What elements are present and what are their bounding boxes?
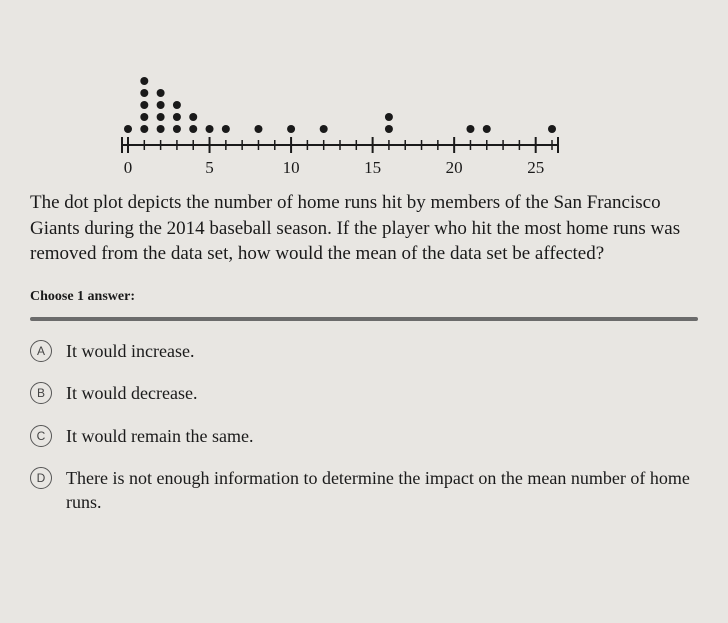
svg-text:0: 0: [124, 158, 133, 177]
divider: [30, 317, 698, 321]
choice-letter-a: A: [30, 340, 52, 362]
svg-text:25: 25: [527, 158, 544, 177]
dot-plot: 0 5 10 15 20 25: [110, 20, 560, 180]
choices-list: A It would increase. B It would decrease…: [30, 339, 698, 514]
choice-letter-d: D: [30, 467, 52, 489]
choice-text-c: It would remain the same.: [66, 424, 698, 448]
choice-a[interactable]: A It would increase.: [30, 339, 698, 363]
choice-d[interactable]: D There is not enough information to det…: [30, 466, 698, 515]
choice-letter-b: B: [30, 382, 52, 404]
svg-text:15: 15: [364, 158, 381, 177]
svg-text:5: 5: [205, 158, 214, 177]
choose-instruction: Choose 1 answer:: [30, 289, 698, 305]
choice-text-d: There is not enough information to deter…: [66, 466, 698, 515]
choice-text-a: It would increase.: [66, 339, 698, 363]
choice-b[interactable]: B It would decrease.: [30, 381, 698, 405]
svg-text:10: 10: [283, 158, 300, 177]
choice-text-b: It would decrease.: [66, 381, 698, 405]
choice-letter-c: C: [30, 425, 52, 447]
choice-c[interactable]: C It would remain the same.: [30, 424, 698, 448]
svg-text:20: 20: [446, 158, 463, 177]
dot-plot-svg: 0 5 10 15 20 25: [110, 20, 560, 180]
question-text: The dot plot depicts the number of home …: [30, 190, 698, 267]
